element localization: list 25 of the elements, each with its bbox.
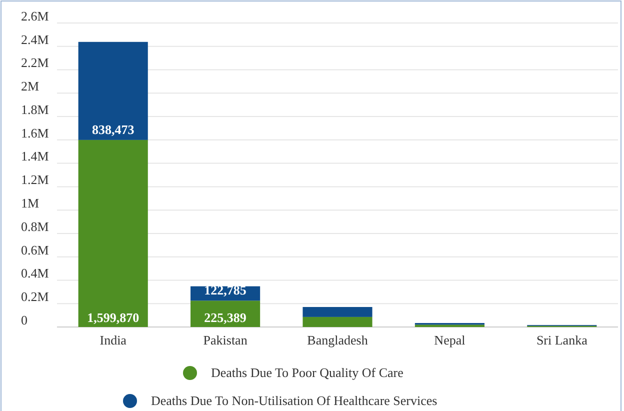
y-tick-label: 2.6M [21,8,50,24]
x-tick-label: Nepal [434,332,466,348]
x-tick-label: Bangladesh [307,332,368,348]
y-tick-label: 1.6M [21,125,50,140]
x-tick-label: Sri Lanka [536,332,588,348]
y-tick-label: 2.4M [21,32,50,47]
data-label: 122,785 [204,282,247,298]
data-label: 838,473 [92,122,135,137]
data-label: 1,599,870 [87,310,140,325]
y-tick-label: 2.2M [21,55,50,70]
y-tick-label: 0.2M [21,289,50,304]
legend-label: Deaths Due To Non-Utilisation Of Healthcare Services [151,393,438,408]
x-tick-label: Pakistan [203,332,248,348]
y-tick-label: 1.4M [21,148,50,164]
y-tick-label: 1M [21,195,40,210]
y-tick-label: 1.2M [21,172,50,188]
data-label: 225,389 [204,310,247,325]
y-tick-label: 0.8M [21,218,50,234]
legend-label: Deaths Due To Poor Quality Of Care [211,365,404,380]
y-tick-label: 1.8M [21,102,50,117]
x-tick-label: India [100,332,127,348]
y-tick-label: 0.4M [21,266,50,281]
y-tick-label: 0.6M [21,242,50,258]
y-tick-label: 0 [21,312,28,328]
y-tick-label: 2M [21,78,40,94]
